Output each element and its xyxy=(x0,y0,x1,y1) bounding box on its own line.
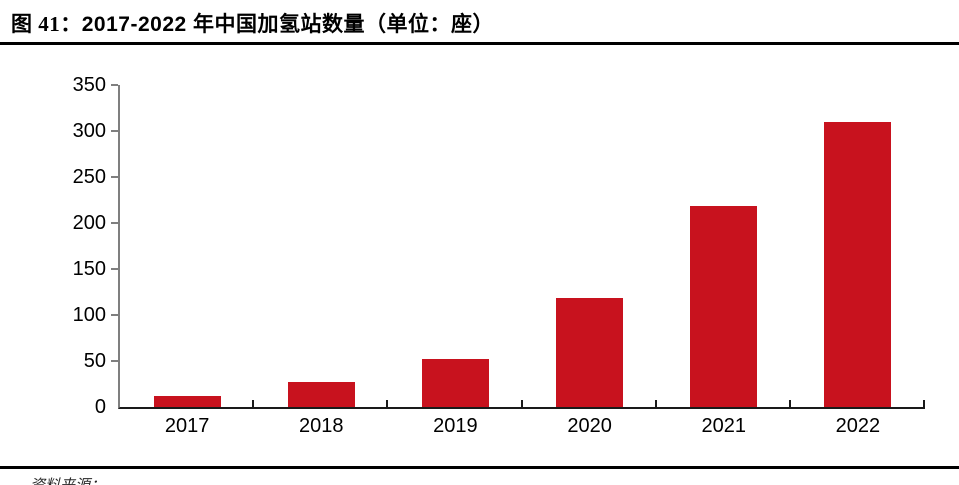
x-axis-tick xyxy=(520,400,523,407)
figure-title: 图 41：2017-2022 年中国加氢站数量（单位：座） xyxy=(11,8,494,38)
x-axis-tick xyxy=(252,400,255,407)
bar-2021 xyxy=(690,206,758,407)
footer-divider xyxy=(0,466,959,469)
y-axis-tick xyxy=(111,176,118,178)
x-axis-tick xyxy=(788,400,791,407)
y-axis-label: 200 xyxy=(72,212,106,234)
bar-chart-plot-area: 0 50 100 150 200 250 300 350 2017 2018 2019 2020 202… xyxy=(73,74,925,437)
y-axis-tick xyxy=(111,268,118,270)
x-axis-tick xyxy=(654,400,657,407)
x-axis-tick xyxy=(923,400,925,407)
x-axis-label: 2020 xyxy=(567,415,612,437)
x-axis-label: 2022 xyxy=(835,415,881,437)
x-axis-tick xyxy=(386,400,389,407)
x-axis-label: 2019 xyxy=(433,415,478,437)
bar-2017 xyxy=(153,395,221,407)
bar-2018 xyxy=(287,382,355,407)
bar-2019 xyxy=(421,359,489,407)
title-divider xyxy=(0,42,959,45)
y-axis-label: 300 xyxy=(72,120,106,142)
y-axis-tick xyxy=(111,84,118,86)
figure-title-prefix: 图 41： xyxy=(11,12,82,36)
y-axis-label: 250 xyxy=(72,166,106,188)
bar-2022 xyxy=(824,121,892,407)
x-axis-label: 2021 xyxy=(701,415,746,437)
source-note: 资料来源： xyxy=(30,474,105,485)
y-axis-label: 0 xyxy=(94,396,106,418)
y-axis-label: 150 xyxy=(72,258,106,280)
x-axis-label: 2017 xyxy=(164,415,210,437)
x-axis-label: 2018 xyxy=(298,415,344,437)
y-axis-tick xyxy=(111,222,118,224)
y-axis-label: 350 xyxy=(72,74,106,96)
y-axis-tick xyxy=(111,314,118,316)
y-axis-tick xyxy=(111,360,118,362)
y-axis-label: 50 xyxy=(83,350,106,372)
y-axis-tick xyxy=(111,130,118,132)
bar-2020 xyxy=(556,298,624,407)
figure-title-text: 2017-2022 年中国加氢站数量（单位：座） xyxy=(81,13,495,36)
y-axis-label: 100 xyxy=(72,304,106,326)
